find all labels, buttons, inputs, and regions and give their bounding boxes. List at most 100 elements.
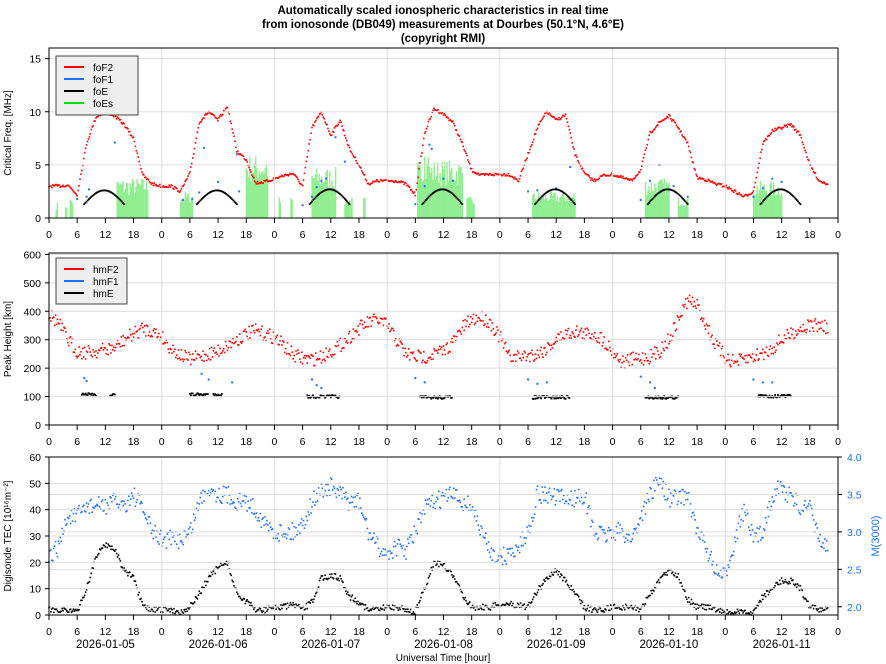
- foF2-point: [704, 179, 707, 182]
- tec-point: [192, 602, 195, 605]
- m3000-point: [674, 490, 677, 492]
- m3000-point: [512, 552, 514, 554]
- hmE-point: [312, 396, 315, 399]
- foE-point: [343, 197, 346, 200]
- hmF2-point: [216, 353, 218, 356]
- foE-point: [771, 191, 774, 194]
- m3000-point: [777, 480, 779, 483]
- m3000-point: [762, 528, 765, 530]
- tec-point: [103, 544, 106, 547]
- m3000-point: [773, 500, 775, 502]
- m3000-point: [237, 500, 240, 503]
- hmF2-point: [409, 351, 412, 354]
- tec-point: [256, 609, 259, 611]
- m3000-point: [373, 532, 375, 535]
- m3000-point: [183, 530, 186, 532]
- m3000-point: [812, 519, 815, 521]
- foEs-bar: [253, 163, 256, 218]
- hmF2-point: [366, 316, 369, 318]
- hmF2-point: [713, 343, 715, 345]
- foF2-point: [793, 128, 796, 131]
- foEs-bar: [259, 174, 262, 218]
- hmE-point: [111, 393, 114, 396]
- foF2-point: [507, 172, 510, 175]
- foE-point: [90, 196, 93, 198]
- hmF2-point: [617, 359, 620, 361]
- foEs-bar: [656, 194, 658, 218]
- tec-point: [176, 610, 179, 612]
- tec-point: [507, 603, 510, 606]
- m3000-point: [216, 496, 218, 499]
- tec-point: [663, 572, 666, 574]
- hmF2-point: [812, 330, 815, 333]
- m3000-point: [255, 512, 258, 515]
- m3000-point: [310, 512, 312, 514]
- hmF2-point: [651, 356, 653, 358]
- x-tick-label: 6: [638, 626, 644, 638]
- m3000-point: [686, 498, 689, 501]
- foF2-point: [465, 152, 467, 155]
- y-tick-label: 500: [23, 278, 41, 290]
- foE-point: [676, 192, 679, 195]
- tec-point: [813, 604, 816, 607]
- x-tick-label: 18: [240, 626, 252, 638]
- m3000-point: [713, 571, 715, 573]
- tec-point: [140, 597, 142, 600]
- foEs-bar: [565, 201, 567, 218]
- foF2-point: [391, 179, 393, 182]
- hmF2-point: [507, 350, 510, 353]
- foF2-point: [308, 143, 310, 145]
- foF2-point: [586, 173, 589, 176]
- tec-point: [330, 573, 333, 575]
- foE-point: [792, 195, 795, 198]
- foE-point: [318, 193, 320, 196]
- tec-point: [150, 608, 153, 611]
- foF2-point: [370, 182, 372, 185]
- hmF2-point: [80, 351, 82, 353]
- hmF2-point: [350, 341, 353, 343]
- tec-point: [681, 585, 683, 588]
- foF2-point: [260, 181, 263, 184]
- m3000-point: [214, 490, 217, 493]
- foEs-bar: [144, 189, 147, 218]
- hmF2-point: [298, 358, 301, 361]
- hmF2-point: [504, 341, 507, 344]
- m3000-point: [371, 538, 373, 540]
- tec-point: [563, 576, 566, 579]
- tec-point: [825, 607, 828, 610]
- hmF2-point: [472, 313, 475, 316]
- x-tick-label: 6: [412, 436, 418, 448]
- tec-point: [295, 603, 297, 605]
- hmF2-point: [768, 348, 771, 351]
- tec-point: [643, 605, 646, 608]
- m3000-point: [595, 532, 598, 535]
- x-tick-label: 0: [46, 436, 52, 448]
- tec-point: [66, 611, 69, 614]
- hmF2-point: [750, 357, 753, 359]
- tec-point: [697, 607, 699, 609]
- hmF2-point: [248, 325, 250, 328]
- foEs-bar: [291, 200, 293, 218]
- hmE-point: [213, 394, 216, 397]
- foF2-point: [535, 129, 538, 131]
- hmF2-point: [568, 336, 571, 339]
- hmF2-point: [814, 318, 817, 320]
- m3000-point: [399, 543, 402, 545]
- foF2-point: [711, 180, 713, 182]
- foF2-point: [384, 179, 387, 181]
- tec-point: [784, 578, 787, 581]
- m3000-point: [334, 492, 337, 495]
- m3000-point: [97, 504, 99, 507]
- hmE-point: [89, 393, 92, 396]
- m3000-point: [672, 495, 675, 497]
- foF2-point: [116, 116, 119, 118]
- hmF2-point: [722, 355, 725, 357]
- foF2-point: [283, 173, 286, 176]
- hmF2-point: [260, 328, 263, 330]
- hmF2-point: [660, 352, 663, 354]
- foE-point: [798, 201, 801, 204]
- x-tick-label: 6: [300, 229, 306, 241]
- foF2-point: [732, 191, 735, 194]
- hmF2-point: [785, 338, 788, 340]
